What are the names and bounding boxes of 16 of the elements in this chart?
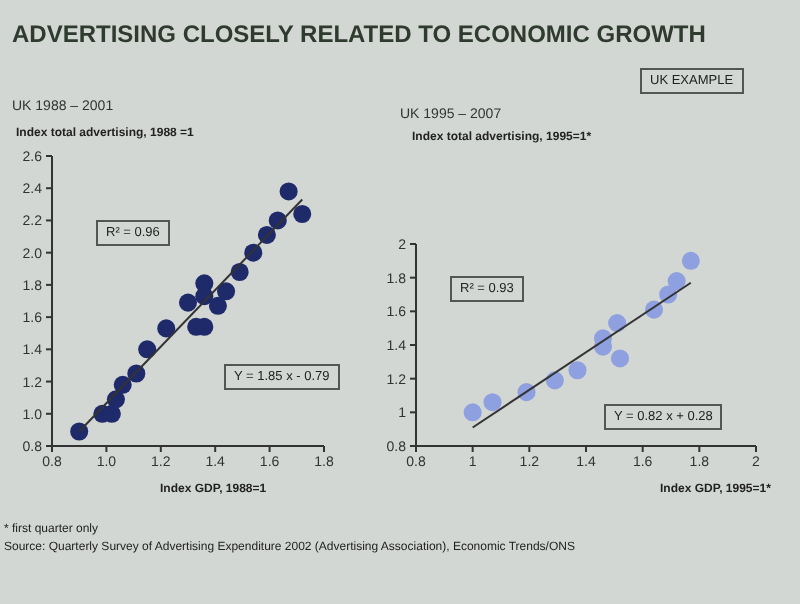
point xyxy=(217,282,236,301)
point xyxy=(610,349,630,368)
point xyxy=(157,319,176,338)
point xyxy=(138,340,157,359)
point xyxy=(463,403,482,422)
point xyxy=(608,314,627,333)
point xyxy=(208,296,227,315)
point xyxy=(70,422,89,441)
point xyxy=(483,393,502,412)
point xyxy=(667,272,686,291)
point xyxy=(293,204,312,224)
point xyxy=(681,251,700,270)
point xyxy=(178,293,198,312)
chart-title: ADVERTISING CLOSELY RELATED TO ECONOMIC GROWTH xyxy=(12,20,706,48)
point xyxy=(279,182,298,201)
point xyxy=(568,361,587,380)
